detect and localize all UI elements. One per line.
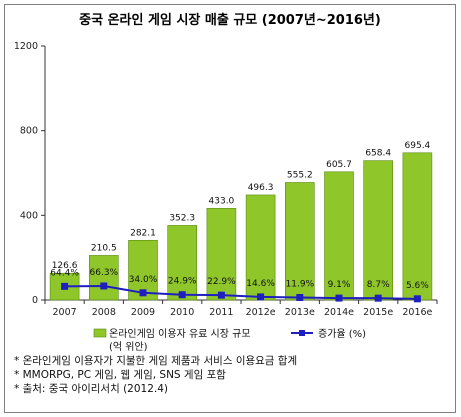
line-marker — [296, 293, 304, 301]
line-marker — [374, 294, 382, 302]
bar — [402, 152, 433, 301]
line-series: 64.4% 66.3% 34.0% 24.9% 22.9% 14.6% 11.9% 9.1% 8… — [50, 268, 429, 303]
bar-value-label: 695.4 — [405, 141, 431, 151]
line-marker — [413, 295, 421, 303]
line-value-label: 64.4% — [50, 268, 79, 278]
line-marker — [178, 291, 186, 299]
line-value-label: 14.6% — [246, 279, 275, 289]
growth-line — [64, 284, 418, 300]
line-marker — [61, 282, 69, 290]
bar-value-label: 126.6 — [52, 261, 78, 271]
bar-value-label: 658.4 — [365, 149, 391, 159]
bar — [324, 171, 354, 301]
x-tick-label: 2012e — [246, 307, 276, 318]
bar-value-label: 433.0 — [209, 196, 235, 206]
y-tick-label: 0 — [32, 295, 38, 306]
bar — [363, 160, 394, 301]
line-marker — [217, 291, 225, 299]
line-marker — [257, 293, 265, 301]
bar — [284, 182, 315, 301]
footnote: * 출처: 중국 아이리서치 (2012.4) — [14, 383, 169, 395]
line-value-label: 66.3% — [90, 268, 119, 278]
footnotes: * 온라인게임 이용자가 지불한 게임 제품과 서비스 이용요금 합계 * MM… — [14, 354, 444, 396]
legend: 온라인게임 이용자 유료 시장 규모 (억 위안) 증가율 (%) — [93, 327, 366, 353]
footnote: * 온라인게임 이용자가 지불한 게임 제품과 서비스 이용요금 합계 — [14, 355, 298, 367]
legend-label-line: 증가율 (%) — [318, 328, 366, 340]
bar-value-label: 352.3 — [169, 213, 195, 223]
footnote: * MMORPG, PC 게임, 웹 게임, SNS 게임 포함 — [14, 369, 226, 381]
x-tick-label: 2013e — [285, 307, 315, 318]
bar — [167, 225, 197, 301]
x-tick-label: 2007 — [53, 307, 77, 318]
line-value-label: 22.9% — [207, 277, 236, 287]
line-value-label: 34.0% — [129, 275, 158, 285]
chart-title: 중국 온라인 게임 시장 매출 규모 (2007년~2016년) — [79, 12, 381, 28]
y-tick-label: 800 — [20, 126, 38, 137]
bar — [206, 208, 237, 301]
legend-swatch-bar — [93, 328, 107, 338]
line-value-label: 11.9% — [286, 279, 315, 289]
legend-label-bar: 온라인게임 이용자 유료 시장 규모 — [109, 327, 251, 340]
bar-series: 126.6 210.5 282.1 352.3 433.0 496.3 555.2 605.7… — [49, 141, 433, 301]
bar-value-label: 496.3 — [248, 183, 274, 193]
bar-value-label: 555.2 — [287, 170, 313, 180]
line-marker — [335, 294, 343, 302]
x-tick-label: 2010 — [170, 307, 194, 318]
line-marker — [139, 289, 147, 297]
x-tick-label: 2011 — [209, 307, 233, 318]
bar-value-label: 282.1 — [130, 228, 156, 238]
line-value-label: 9.1% — [328, 280, 351, 290]
bar-value-label: 605.7 — [326, 160, 352, 170]
line-marker — [100, 282, 108, 290]
y-tick-label: 1200 — [14, 41, 38, 52]
x-tick-label: 2016e — [402, 307, 432, 318]
bar — [89, 255, 119, 301]
legend-label-bar-unit: (억 위안) — [109, 340, 148, 353]
x-tick-label: 2015e — [363, 307, 393, 318]
line-value-label: 5.6% — [406, 281, 429, 291]
x-tick-label: 2009 — [131, 307, 155, 318]
line-value-label: 24.9% — [168, 277, 197, 287]
legend-swatch-marker — [299, 330, 305, 336]
x-axis-labels: 2007 2008 2009 2010 2011 2012e 2013e 2014e 2015e… — [53, 307, 433, 318]
bar — [245, 194, 276, 301]
bar-value-label: 210.5 — [91, 243, 117, 253]
line-value-label: 8.7% — [367, 280, 390, 290]
x-tick-label: 2014e — [324, 307, 354, 318]
x-tick-label: 2008 — [92, 307, 116, 318]
y-tick-label: 400 — [20, 210, 38, 221]
